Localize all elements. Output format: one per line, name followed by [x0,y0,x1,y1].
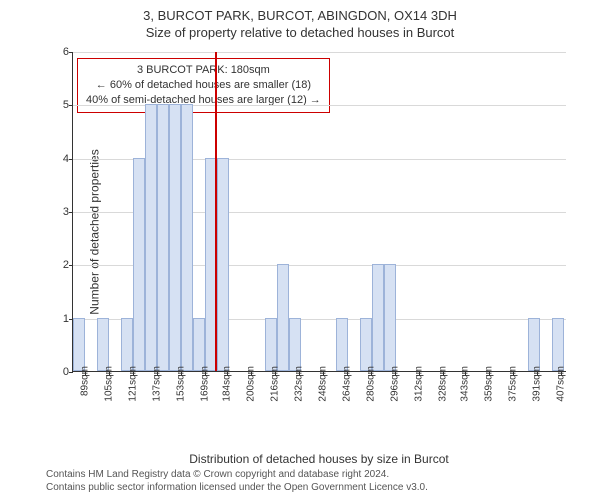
ytick-mark [69,105,73,106]
xtick-label: 328sqm [437,366,448,402]
xtick-label: 312sqm [413,366,424,402]
ytick-label: 5 [55,99,69,111]
ytick-label: 2 [55,259,69,271]
bar [217,158,229,371]
xtick-label: 391sqm [532,366,543,402]
x-axis-label: Distribution of detached houses by size … [189,452,448,466]
ytick-mark [69,52,73,53]
xtick-label: 184sqm [222,366,233,402]
bar [145,104,157,371]
bar [157,104,169,371]
ytick-mark [69,372,73,373]
ytick-mark [69,159,73,160]
footer-line2: Contains public sector information licen… [46,481,428,494]
xtick-label: 248sqm [317,366,328,402]
gridline [73,52,566,53]
xtick-label: 216sqm [270,366,281,402]
ytick-mark [69,212,73,213]
xtick-label: 89sqm [79,366,90,396]
bar [277,264,289,371]
xtick-label: 169sqm [199,366,210,402]
xtick-label: 375sqm [508,366,519,402]
bar [528,318,540,371]
ytick-label: 3 [55,206,69,218]
footer-line1: Contains HM Land Registry data © Crown c… [46,468,428,481]
bar [289,318,301,371]
xtick-label: 359sqm [484,366,495,402]
xtick-label: 343sqm [460,366,471,402]
xtick-label: 296sqm [389,366,400,402]
ytick-label: 0 [55,366,69,378]
xtick-label: 280sqm [365,366,376,402]
plot-area: 3 BURCOT PARK: 180sqm ← 60% of detached … [72,52,566,372]
bar [97,318,109,371]
bar [384,264,396,371]
ytick-label: 4 [55,153,69,165]
bar [552,318,564,371]
xtick-label: 137sqm [151,366,162,402]
bar [265,318,277,371]
xtick-label: 121sqm [127,366,138,402]
bar [121,318,133,371]
reference-line [215,52,217,371]
chart-container: Number of detached properties 3 BURCOT P… [46,52,566,412]
xtick-label: 407sqm [556,366,567,402]
bar [193,318,205,371]
bar [360,318,372,371]
bar [372,264,384,371]
bar [133,158,145,371]
bar [181,104,193,371]
ytick-label: 6 [55,46,69,58]
bar [169,104,181,371]
annotation-line2: ← 60% of detached houses are smaller (18… [86,78,321,93]
xtick-label: 153sqm [175,366,186,402]
footer-attribution: Contains HM Land Registry data © Crown c… [46,468,428,494]
bar [336,318,348,371]
ytick-label: 1 [55,313,69,325]
bar [73,318,85,371]
xtick-label: 200sqm [246,366,257,402]
xtick-label: 232sqm [294,366,305,402]
ytick-mark [69,265,73,266]
chart-title: 3, BURCOT PARK, BURCOT, ABINGDON, OX14 3… [0,8,600,23]
annotation-line1: 3 BURCOT PARK: 180sqm [86,63,321,78]
xtick-label: 105sqm [103,366,114,402]
chart-subtitle: Size of property relative to detached ho… [0,25,600,40]
xtick-label: 264sqm [341,366,352,402]
